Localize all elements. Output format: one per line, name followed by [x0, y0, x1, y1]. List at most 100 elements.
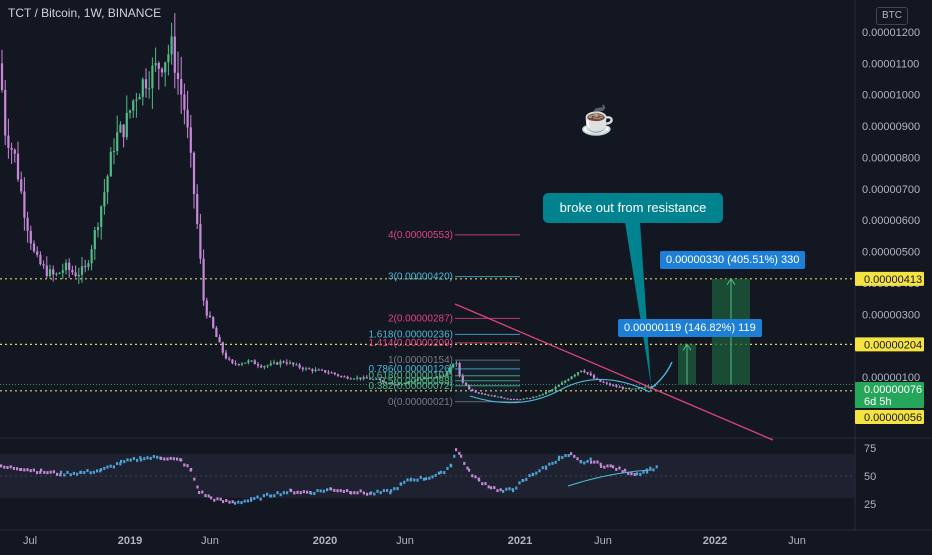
- rsi-bar: [593, 460, 596, 464]
- price-label: 0.00000204: [864, 339, 922, 351]
- candle-body: [141, 79, 144, 97]
- rsi-bar: [493, 486, 496, 490]
- candle-body: [333, 372, 336, 375]
- candles-group: [0, 13, 656, 401]
- candle-body: [586, 372, 589, 374]
- candle-body: [516, 399, 519, 401]
- candle-body: [445, 372, 448, 376]
- rsi-bar: [389, 491, 392, 495]
- candle-body: [154, 62, 157, 66]
- candle-body: [490, 395, 493, 397]
- candle-body: [116, 132, 119, 151]
- candle-body: [410, 380, 413, 382]
- candle-body: [544, 392, 548, 395]
- candle-body: [599, 379, 602, 382]
- rsi-bar: [370, 491, 373, 495]
- callout-pointer: [625, 222, 651, 385]
- target-label-high: 0.00000330 (405.51%) 330: [660, 251, 806, 269]
- fib-level-label: 2(0.00000287): [388, 313, 453, 324]
- candle-body: [183, 94, 186, 110]
- rsi-bar: [460, 454, 463, 458]
- candle-body: [13, 149, 16, 154]
- target-label-low: 0.00000119 (146.82%) 119: [618, 319, 762, 337]
- currency-button[interactable]: BTC: [876, 7, 908, 25]
- candle-body: [375, 378, 378, 380]
- candle-body: [324, 370, 327, 373]
- rsi-bar: [532, 473, 535, 477]
- candle-body: [87, 263, 90, 267]
- candle-body: [218, 337, 221, 343]
- candle-body: [295, 364, 298, 366]
- candle-body: [135, 99, 138, 101]
- rsi-bar: [639, 472, 642, 476]
- rsi-bar: [109, 464, 112, 468]
- candle-body: [474, 391, 477, 393]
- rsi-bar: [240, 501, 243, 505]
- price-tick-label: 0.00001200: [862, 27, 920, 39]
- candle-body: [564, 380, 567, 383]
- price-tick-label: 0.00000800: [862, 152, 920, 164]
- candle-body: [308, 368, 311, 370]
- rsi-bar: [100, 468, 103, 472]
- candle-body: [500, 396, 503, 398]
- rsi-bar: [234, 501, 237, 505]
- rsi-bar: [32, 468, 35, 472]
- rsi-bar: [458, 451, 461, 455]
- fib-extension-group: 4(0.00000553) 3(0.00000420) 2(0.00000287) 1…: [368, 230, 520, 408]
- rsi-bar: [6, 466, 9, 470]
- candle-body: [276, 362, 279, 365]
- candle-body: [442, 375, 445, 377]
- candle-body: [80, 266, 84, 275]
- candle-body: [650, 385, 653, 387]
- candle-body: [74, 272, 77, 277]
- rsi-bar: [490, 486, 493, 490]
- rsi-bar: [259, 497, 262, 501]
- rsi-bar: [606, 464, 609, 468]
- candle-body: [391, 382, 394, 385]
- rsi-bar: [326, 488, 329, 492]
- rsi-bar: [400, 482, 403, 486]
- rsi-bar: [505, 487, 508, 491]
- candle-body: [100, 206, 103, 228]
- candle-body: [512, 399, 516, 401]
- rsi-bar: [564, 454, 567, 458]
- rsi-bar: [567, 454, 570, 458]
- rsi-bar: [126, 458, 129, 462]
- fib-level-label: 1.618(0.00000236): [368, 329, 453, 340]
- rsi-bar: [276, 491, 279, 495]
- rsi-bar: [342, 489, 345, 493]
- rsi-bar: [633, 473, 636, 477]
- candle-body: [471, 389, 474, 392]
- candle-body: [522, 398, 525, 400]
- rsi-bar: [487, 485, 490, 489]
- coffee-icon: ☕: [580, 105, 615, 136]
- candle-body: [455, 363, 458, 365]
- rsi-bar: [216, 497, 219, 501]
- candle-body: [119, 124, 122, 133]
- candle-body: [573, 374, 576, 377]
- rsi-bar: [96, 469, 99, 473]
- rsi-bar: [548, 462, 551, 466]
- candle-body: [384, 381, 388, 384]
- rsi-bar: [246, 499, 249, 503]
- rsi-bar: [558, 455, 561, 459]
- price-label: 0.00000413: [864, 274, 922, 286]
- candle-body: [29, 230, 32, 244]
- candle-body: [519, 399, 522, 401]
- candle-body: [336, 374, 340, 376]
- rsi-bar: [570, 452, 573, 456]
- rsi-bar: [225, 499, 228, 503]
- candle-body: [189, 127, 192, 153]
- candle-body: [109, 151, 112, 177]
- candle-body: [240, 363, 244, 365]
- rsi-bar: [333, 488, 336, 492]
- candle-body: [461, 375, 464, 383]
- rsi-bar: [279, 493, 282, 497]
- candle-body: [125, 112, 128, 138]
- candle-body: [330, 372, 333, 374]
- rsi-bar: [149, 456, 152, 460]
- rsi-bar: [52, 470, 55, 474]
- price-tick-label: 0.00000100: [862, 372, 920, 384]
